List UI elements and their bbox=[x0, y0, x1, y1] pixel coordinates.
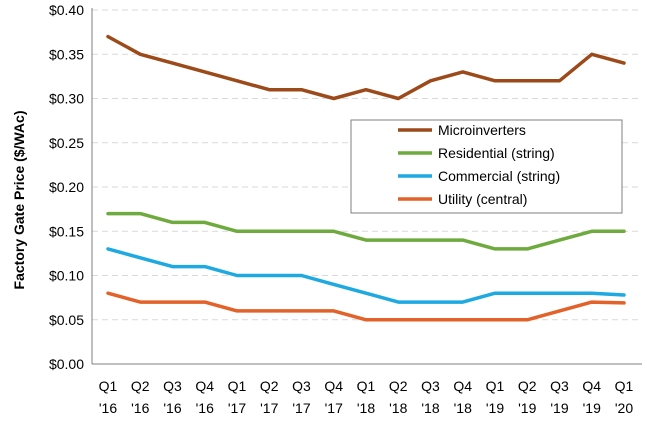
x-tick-year: '19 bbox=[486, 400, 504, 416]
x-tick-quarter: Q2 bbox=[260, 378, 279, 394]
x-tick-quarter: Q3 bbox=[292, 378, 311, 394]
x-tick-quarter: Q4 bbox=[195, 378, 214, 394]
y-tick-label: $0.05 bbox=[49, 312, 84, 328]
x-tick-year: '17 bbox=[228, 400, 246, 416]
y-axis-title: Factory Gate Price ($/WAc) bbox=[11, 111, 27, 290]
legend-label: Utility (central) bbox=[438, 191, 527, 207]
x-tick-quarter: Q4 bbox=[582, 378, 601, 394]
x-tick-quarter: Q1 bbox=[357, 378, 376, 394]
y-tick-label: $0.20 bbox=[49, 179, 84, 195]
x-tick-quarter: Q3 bbox=[163, 378, 182, 394]
x-tick-year: '18 bbox=[357, 400, 375, 416]
y-tick-label: $0.10 bbox=[49, 268, 84, 284]
x-tick-year: '18 bbox=[389, 400, 407, 416]
x-tick-year: '20 bbox=[615, 400, 633, 416]
legend-label: Microinverters bbox=[438, 122, 526, 138]
x-tick-quarter: Q1 bbox=[615, 378, 634, 394]
series-line-utility-central bbox=[106, 291, 626, 322]
x-tick-year: '19 bbox=[518, 400, 536, 416]
y-tick-label: $0.40 bbox=[49, 2, 84, 18]
series-line-microinverters bbox=[106, 34, 626, 101]
x-tick-year: '19 bbox=[550, 400, 568, 416]
x-tick-quarter: Q3 bbox=[550, 378, 569, 394]
x-tick-quarter: Q1 bbox=[228, 378, 247, 394]
x-tick-year: '16 bbox=[196, 400, 214, 416]
y-tick-label: $0.30 bbox=[49, 91, 84, 107]
x-tick-year: '16 bbox=[131, 400, 149, 416]
x-tick-quarter: Q2 bbox=[389, 378, 408, 394]
x-tick-year: '16 bbox=[163, 400, 181, 416]
x-tick-quarter: Q4 bbox=[324, 378, 343, 394]
x-tick-quarter: Q3 bbox=[421, 378, 440, 394]
legend-label: Residential (string) bbox=[438, 145, 555, 161]
y-tick-label: $0.15 bbox=[49, 223, 84, 239]
x-tick-quarter: Q1 bbox=[486, 378, 505, 394]
x-tick-quarter: Q2 bbox=[518, 378, 537, 394]
x-tick-quarter: Q1 bbox=[99, 378, 118, 394]
x-tick-year: '17 bbox=[292, 400, 310, 416]
x-tick-year: '16 bbox=[99, 400, 117, 416]
y-tick-label: $0.00 bbox=[49, 356, 84, 372]
x-tick-year: '18 bbox=[454, 400, 472, 416]
series-line-commercial-string bbox=[106, 247, 626, 304]
x-tick-year: '17 bbox=[260, 400, 278, 416]
x-tick-year: '17 bbox=[325, 400, 343, 416]
y-tick-label: $0.25 bbox=[49, 135, 84, 151]
legend-box bbox=[350, 119, 623, 214]
x-tick-quarter: Q4 bbox=[453, 378, 472, 394]
x-tick-year: '19 bbox=[583, 400, 601, 416]
series-line-residential-string bbox=[106, 211, 626, 251]
x-tick-year: '18 bbox=[421, 400, 439, 416]
x-tick-quarter: Q2 bbox=[131, 378, 150, 394]
series-layer bbox=[106, 34, 626, 322]
legend-label: Commercial (string) bbox=[438, 168, 560, 184]
axis-layer: $0.00 $0.05 $0.10 $0.15 $0.20 $0.25 $0.30 $0.35… bbox=[49, 2, 642, 416]
y-tick-label: $0.35 bbox=[49, 46, 84, 62]
legend: Microinverters Residential (string) Commer… bbox=[350, 119, 623, 214]
